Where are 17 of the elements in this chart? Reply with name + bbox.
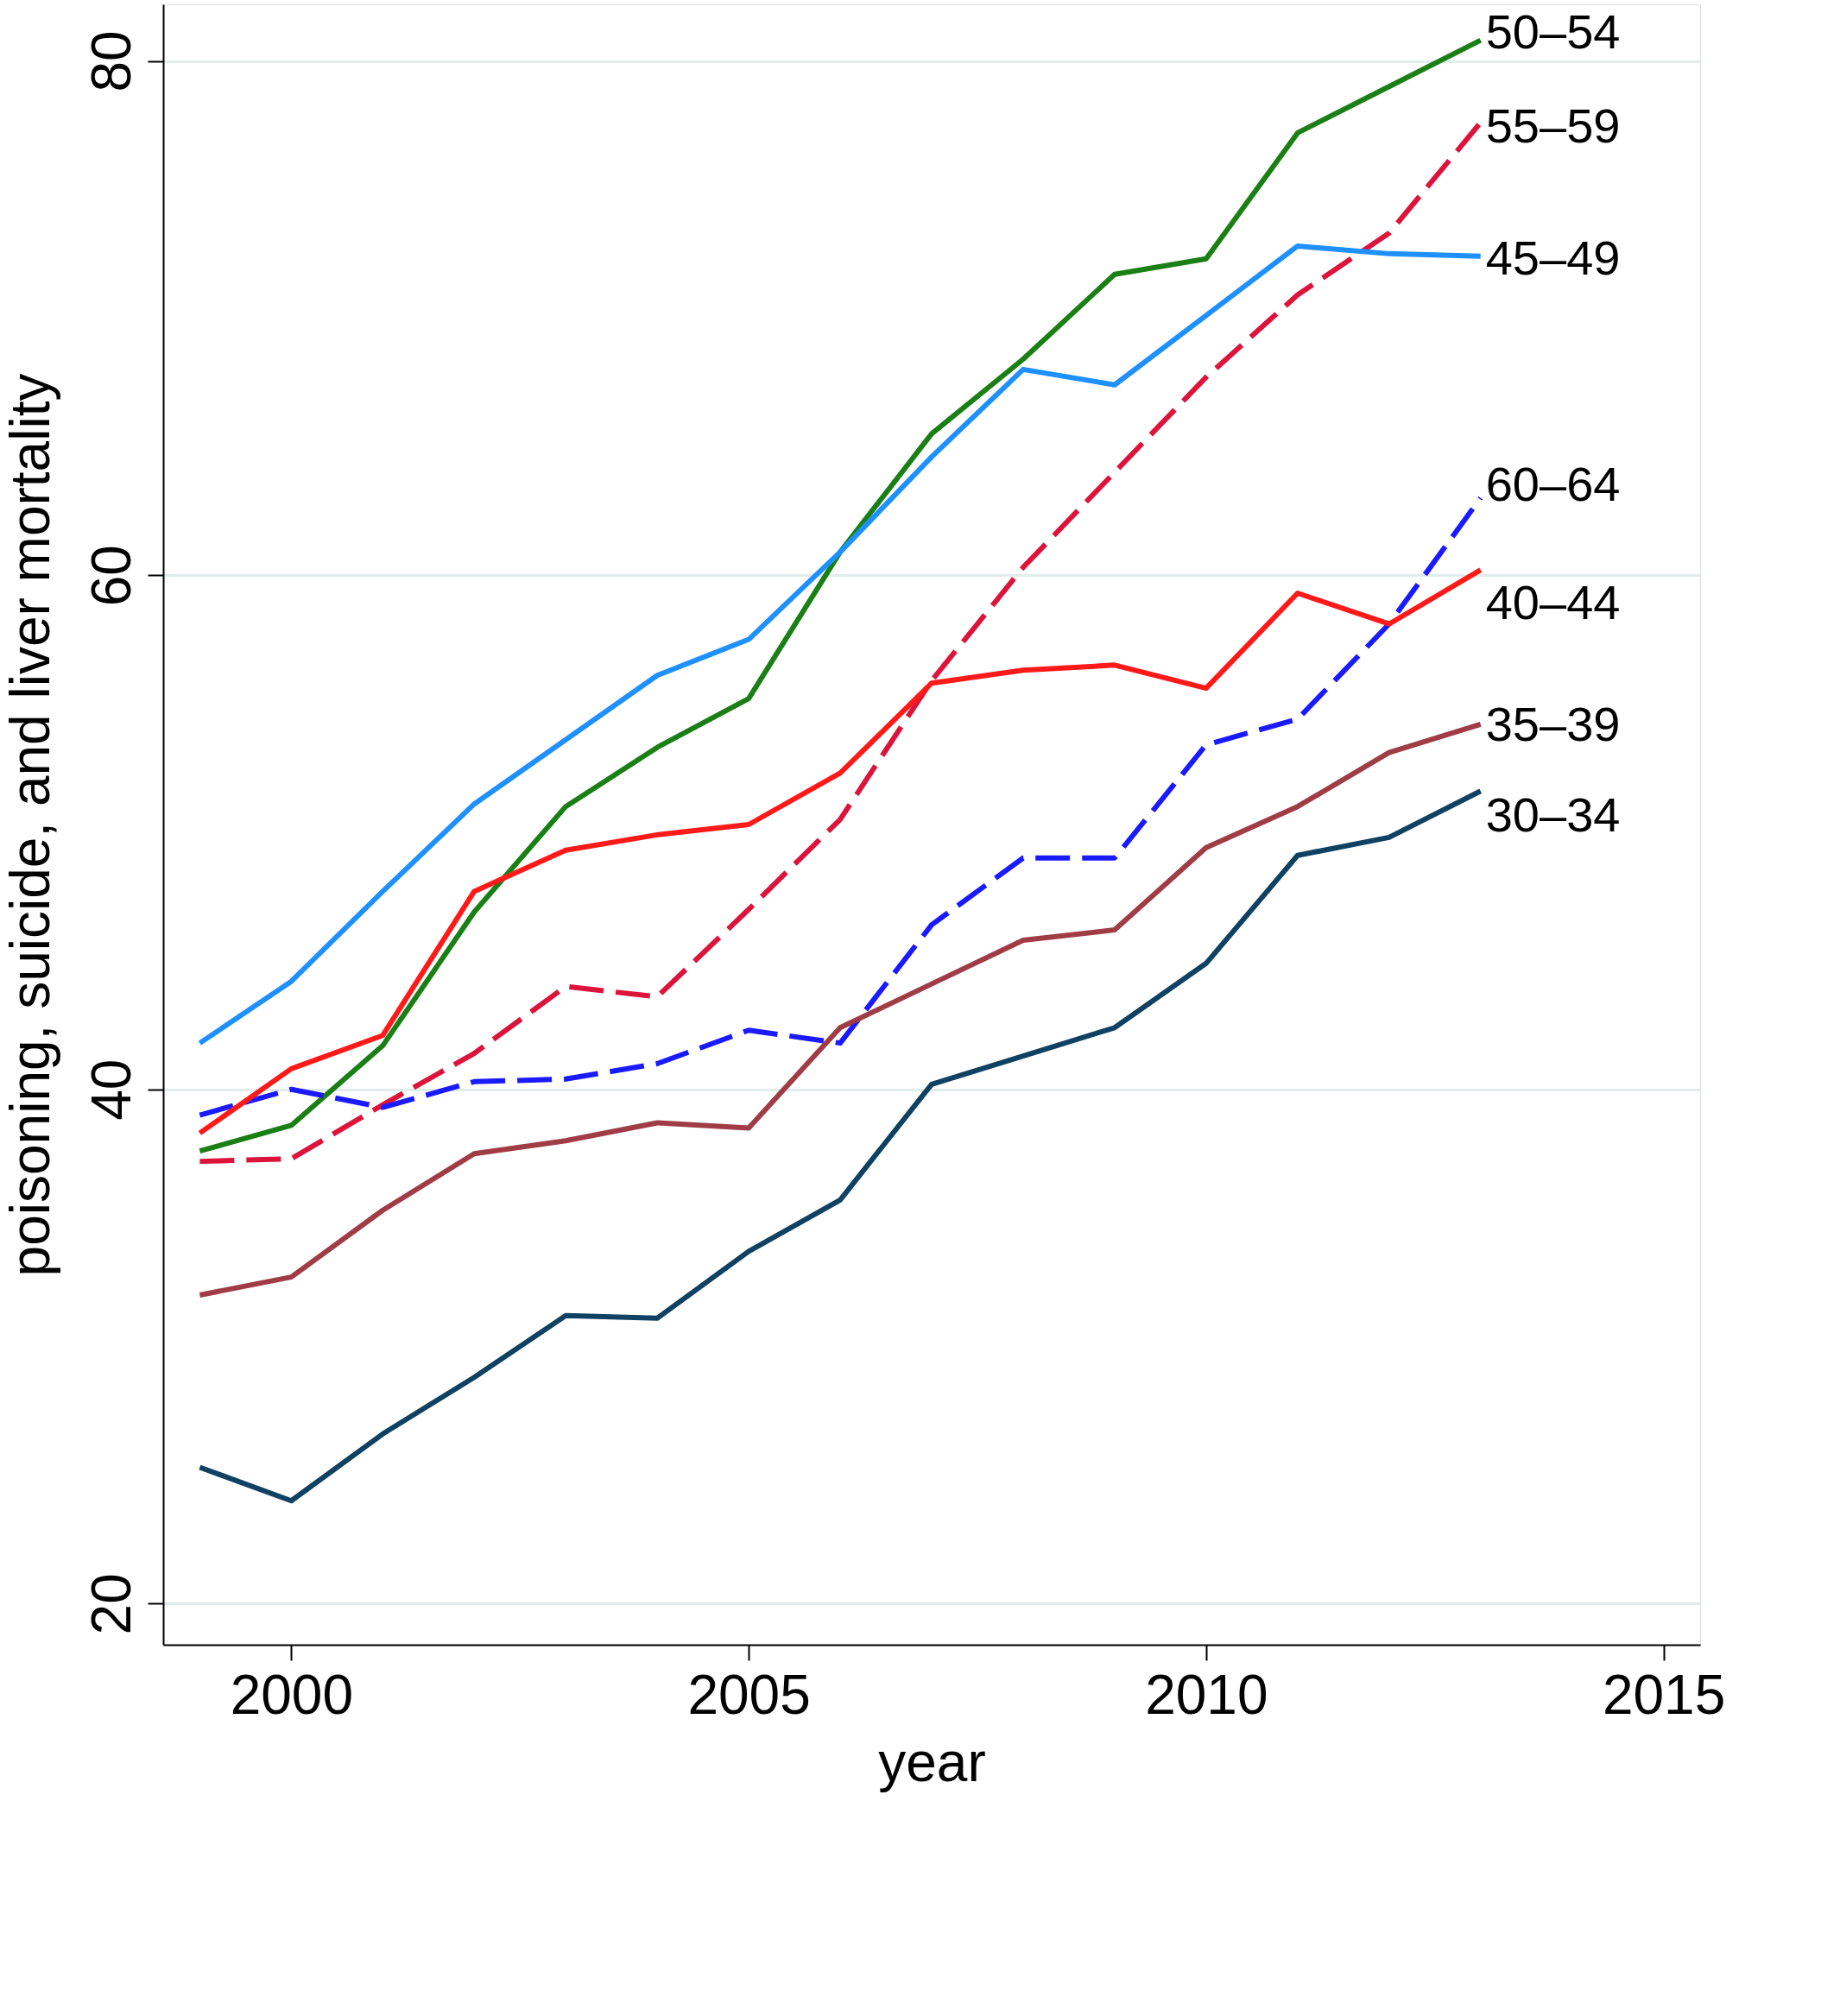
x-tick-label: 2015 (1602, 1663, 1726, 1726)
x-tick-label: 2010 (1145, 1663, 1268, 1726)
series-label: 40–44 (1485, 575, 1621, 630)
y-axis-title: poisoning, suicide, and liver mortality (0, 373, 61, 1277)
series-label: 30–34 (1485, 787, 1621, 843)
series-label: 50–54 (1485, 3, 1621, 59)
x-axis-title: year (878, 1730, 986, 1793)
y-tick-label: 80 (79, 30, 142, 92)
x-tick-label: 2005 (687, 1663, 811, 1726)
series-label: 35–39 (1485, 696, 1621, 751)
series-label: 45–49 (1485, 230, 1621, 285)
y-tick-label: 20 (79, 1573, 142, 1635)
x-tick-label: 2000 (230, 1663, 354, 1726)
y-tick-label: 40 (79, 1059, 142, 1121)
series-label: 60–64 (1485, 456, 1621, 511)
y-tick-label: 60 (79, 545, 142, 607)
series-label: 55–59 (1485, 98, 1621, 153)
